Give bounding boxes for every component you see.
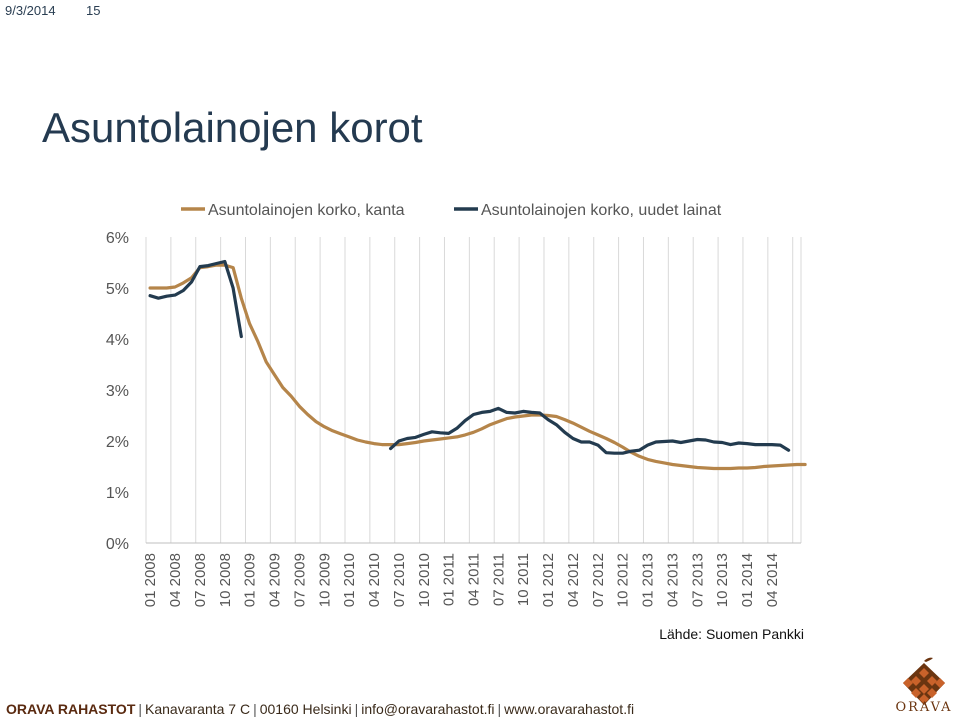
x-tick-label: 04 2009 (267, 553, 284, 607)
x-tick-label: 07 2009 (291, 553, 308, 607)
x-tick-label: 01 2014 (739, 553, 756, 607)
y-tick-label: 1% (106, 485, 129, 502)
slide-title: Asuntolainojen korot (42, 104, 423, 151)
x-tick-label: 10 2011 (515, 553, 532, 606)
x-axis-ticks: 01 2008 04 2008 07 2008 10 2008 01 2009 04 20… (142, 553, 781, 607)
x-tick-label: 10 2009 (316, 553, 333, 607)
x-tick-label: 07 2012 (590, 553, 607, 607)
legend-label: Asuntolainojen korko, uudet lainat (481, 202, 722, 219)
y-tick-label: 4% (106, 332, 129, 349)
x-tick-label: 04 2014 (764, 553, 781, 607)
footer-website[interactable]: www.oravarahastot.fi (504, 701, 635, 717)
orava-logo-icon (903, 657, 945, 705)
x-tick-label: 07 2013 (689, 553, 706, 607)
chart-legend: Asuntolainojen korko, kanta Asuntolainoje… (181, 202, 722, 219)
x-tick-label: 04 2012 (565, 553, 582, 607)
x-tick-label: 04 2011 (466, 553, 483, 606)
x-tick-label: 07 2010 (391, 553, 408, 607)
slide-date: 9/3/2014 (5, 3, 56, 18)
footer-city: 00160 Helsinki (259, 701, 352, 717)
y-tick-label: 6% (106, 230, 129, 247)
x-tick-label: 10 2010 (416, 553, 433, 607)
series-line (148, 259, 243, 339)
interest-rate-chart: 0% 1% 2% 3% 4% 5% 6% 01 2008 04 2008 07 2008 10 2… (106, 202, 807, 607)
y-tick-label: 3% (106, 383, 129, 400)
page-number: 15 (86, 3, 101, 18)
x-tick-label: 04 2013 (664, 553, 681, 607)
x-tick-label: 04 2008 (167, 553, 184, 607)
x-tick-label: 01 2009 (242, 553, 259, 607)
x-tick-label: 04 2010 (366, 553, 383, 607)
y-axis-ticks: 0% 1% 2% 3% 4% 5% 6% (106, 230, 129, 553)
logo-text: ORAVA (895, 700, 953, 715)
footer: ORAVA RAHASTOT | Kanavaranta 7 C | 00160 Hel… (6, 701, 635, 717)
footer-address: Kanavaranta 7 C (145, 701, 251, 717)
x-tick-label: 01 2012 (540, 553, 557, 607)
x-tick-label: 10 2012 (615, 553, 632, 607)
x-tick-label: 07 2008 (192, 553, 209, 607)
chart-grid (145, 237, 802, 544)
x-tick-label: 01 2008 (142, 553, 159, 607)
series-line (389, 406, 791, 455)
legend-label: Asuntolainojen korko, kanta (208, 202, 405, 219)
x-tick-label: 07 2011 (490, 553, 507, 606)
x-tick-label: 01 2013 (640, 553, 657, 607)
x-tick-label: 01 2011 (441, 553, 458, 606)
source-note: Lähde: Suomen Pankki (659, 626, 804, 642)
chart-series (148, 259, 807, 471)
y-tick-label: 5% (106, 281, 129, 298)
footer-brand: ORAVA RAHASTOT (6, 701, 136, 717)
x-tick-label: 10 2013 (714, 553, 731, 607)
y-tick-label: 0% (106, 536, 129, 553)
x-tick-label: 01 2010 (341, 553, 358, 607)
x-tick-label: 10 2008 (217, 553, 234, 607)
series-line (148, 263, 807, 471)
y-tick-label: 2% (106, 434, 129, 451)
footer-email[interactable]: info@oravarahastot.fi (361, 701, 495, 717)
